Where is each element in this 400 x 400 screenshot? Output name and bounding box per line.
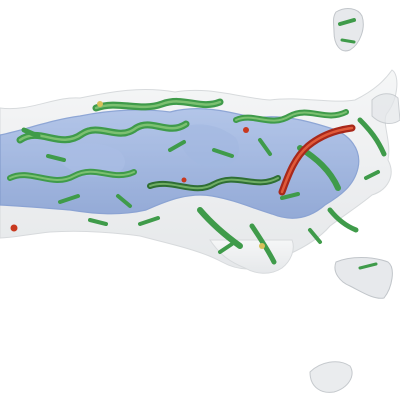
floating-fragments [309,8,400,393]
inner-blue-density [0,108,360,219]
green-backbone-strands [7,97,387,265]
red-highlighted-strand [278,124,356,196]
warm-accents [10,101,265,249]
